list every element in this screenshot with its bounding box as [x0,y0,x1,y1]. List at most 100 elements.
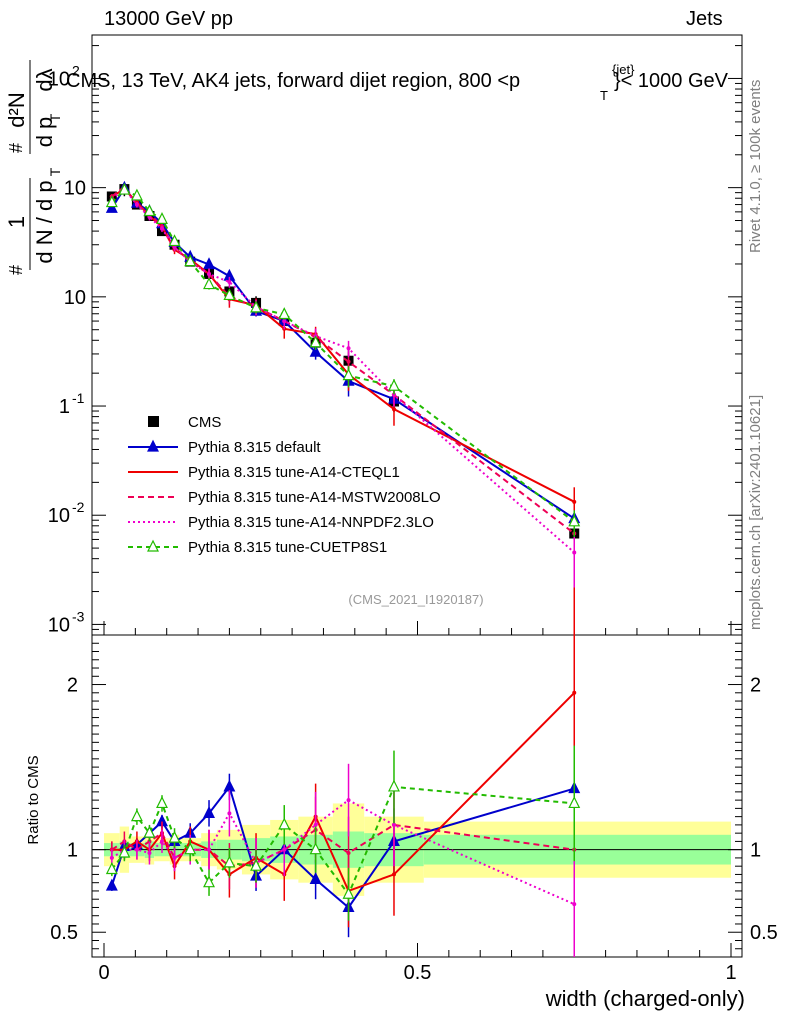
series-marker [309,335,322,348]
ratio-frame [91,634,743,958]
chart-title-sup: {jet} [612,62,635,77]
ratio-marker [184,842,197,855]
ratio-line-4 [111,785,575,897]
ratio-tick-label: 2 [67,675,78,697]
ratio-marker [346,798,351,803]
series-marker [105,200,118,213]
y-label-hash: # [6,265,26,275]
ratio-marker [313,822,318,827]
ratio-marker [147,850,152,855]
legend-label-0: Pythia 8.315 default [188,439,321,456]
series-marker [143,204,156,217]
energy-label: 13000 GeV pp [104,8,233,30]
ratio-marker [130,809,143,822]
series-marker [118,182,131,195]
ratio-tick-label: 0.5 [50,922,78,944]
ratio-marker [207,847,212,852]
legend-label-3: Pythia 8.315 tune-A14-NNPDF2.3LO [188,514,434,531]
series-marker [342,368,355,381]
ratio-marker [391,872,396,877]
ratio-marker [342,886,355,899]
series-marker [282,319,287,324]
ratio-marker [278,817,291,830]
series-marker [572,499,577,504]
rivet-version-label: Rivet 4.1.0, ≥ 100k events [747,79,764,253]
y-tick-exponent: 2 [72,62,80,78]
source-label: mcplots.cern.ch [arXiv:2401.10621] [747,394,764,630]
series-marker [388,378,400,391]
y-label-den-sub: T [47,113,63,122]
ratio-tick-label-right: 0.5 [750,922,778,944]
series-marker [309,344,322,357]
y-tick-label: 10 [48,614,70,636]
ratio-marker [109,855,114,860]
ratio-marker [143,825,156,838]
series-marker [278,307,291,320]
series-marker [391,407,396,412]
chart-title: CMS, 13 TeV, AK4 jets, forward dijet reg… [66,70,520,92]
series-marker [346,359,351,364]
series-marker [207,271,212,276]
analysis-id: (CMS_2021_I1920187) [348,592,483,607]
legend-cms-label: CMS [188,414,221,431]
chart-title-end: }< 1000 GeV [614,70,729,92]
series-marker [346,346,351,351]
series-line-2 [111,185,575,535]
legend-label-1: Pythia 8.315 tune-A14-CTEQL1 [188,464,400,481]
ratio-marker [250,858,263,871]
y-label-lambda: dλ [32,68,57,91]
ratio-tick-label-right: 1 [750,840,761,862]
ratio-marker [156,796,168,809]
y-tick-exponent: -1 [72,390,85,406]
y-label-mid: d N / d p [32,180,57,263]
series-marker [203,277,215,290]
series-marker [572,550,577,555]
ratio-marker [105,878,118,891]
ratio-marker [346,850,351,855]
legend-marker-0 [147,439,159,452]
y-label-num: d²N [4,92,29,127]
y-label-hash-2: # [6,143,26,153]
ratio-marker [134,847,139,852]
series-marker [391,392,396,397]
ratio-marker [223,855,236,868]
y-tick-label: 10 [64,287,86,309]
y-tick-exponent: -2 [72,499,85,515]
ratio-marker [203,805,215,818]
series-marker [250,300,263,313]
series-marker [227,280,232,285]
series-marker [159,226,164,231]
ratio-marker [159,839,164,844]
ratio-marker [282,847,287,852]
x-tick-label: 0.5 [404,962,432,984]
series-marker [223,288,236,301]
ratio-marker [118,845,131,858]
chart-title-sub: T [600,88,608,103]
ratio-marker [203,875,215,888]
y-tick-exponent: -3 [72,608,85,624]
y-tick-label: 10 [48,68,70,90]
x-axis-label: width (charged-only) [545,986,745,1011]
ratio-marker [388,779,400,792]
ratio-marker [572,690,577,695]
series-marker [156,212,168,224]
legend-label-2: Pythia 8.315 tune-A14-MSTW2008LO [188,489,441,506]
y-label-one: 1 [4,216,29,228]
ratio-marker [572,902,577,907]
series-marker [203,257,215,270]
y-label-den: d p [32,117,57,148]
y-label-sub: T [47,167,63,176]
ratio-marker [168,830,181,843]
y-tick-label: 10 [64,178,86,200]
ratio-axis-label: Ratio to CMS [25,755,42,844]
ratio-line-3 [111,798,575,906]
category-label: Jets [686,8,723,30]
ratio-marker [309,872,322,884]
ratio-tick-label-right: 2 [750,675,761,697]
x-tick-label: 0 [98,962,109,984]
ratio-marker [309,842,322,855]
ratio-marker [105,862,118,875]
legend-cms-marker [148,416,159,427]
